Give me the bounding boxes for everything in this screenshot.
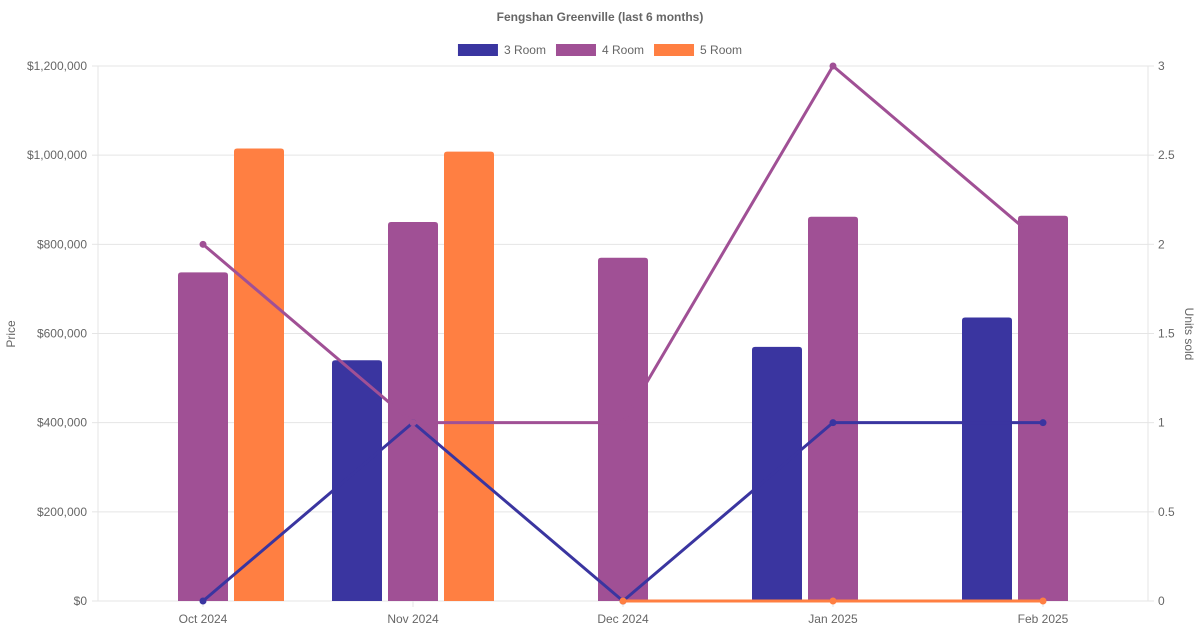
right-tick-label: 1.5 <box>1158 327 1175 341</box>
point-4-room <box>1039 240 1047 248</box>
left-axis: $0 $200,000 $400,000 $600,000 $800,000 $1,000… <box>27 59 87 608</box>
x-tick-label: Oct 2024 <box>179 612 228 626</box>
bar-3-room <box>752 346 802 601</box>
left-axis-title: Price <box>4 320 18 348</box>
bar-4-room <box>1018 215 1068 602</box>
legend: 3 Room 4 Room 5 Room <box>457 43 742 57</box>
point-4-room <box>619 419 627 427</box>
x-axis: Oct 2024 Nov 2024 Dec 2024 Jan 2025 Feb 2025 <box>179 601 1069 626</box>
left-tick-label: $1,200,000 <box>27 59 87 73</box>
point-4-room <box>199 240 207 248</box>
bar-3-room <box>962 317 1012 601</box>
point-3-room <box>199 597 207 605</box>
legend-item-5-room[interactable]: 5 Room <box>654 43 742 57</box>
x-tick-label: Jan 2025 <box>808 612 858 626</box>
legend-swatch <box>555 44 596 56</box>
right-tick-label: 2 <box>1158 237 1165 251</box>
point-3-room <box>1039 419 1047 427</box>
right-tick-label: 0.5 <box>1158 505 1175 519</box>
bar-3-room <box>332 360 382 601</box>
left-tick-label: $800,000 <box>37 237 87 251</box>
legend-label: 4 Room <box>602 43 644 57</box>
bar-5-room <box>444 151 494 601</box>
legend-item-4-room[interactable]: 4 Room <box>555 43 644 57</box>
point-5-room <box>829 597 837 605</box>
left-tick-label: $0 <box>74 594 88 608</box>
bar-4-room <box>808 216 858 602</box>
legend-swatch <box>457 44 498 56</box>
right-tick-label: 3 <box>1158 59 1165 73</box>
legend-label: 3 Room <box>504 43 546 57</box>
bar-5-room <box>234 148 284 601</box>
bar-series <box>178 148 1068 602</box>
right-tick-label: 2.5 <box>1158 148 1175 162</box>
point-5-room <box>1039 597 1047 605</box>
legend-label: 5 Room <box>700 43 742 57</box>
line-series <box>199 62 1047 605</box>
left-tick-label: $600,000 <box>37 327 87 341</box>
chart-title: Fengshan Greenville (last 6 months) <box>497 10 704 24</box>
point-5-room <box>619 597 627 605</box>
right-tick-label: 0 <box>1158 594 1165 608</box>
point-4-room <box>409 419 417 427</box>
legend-item-3-room[interactable]: 3 Room <box>457 43 546 57</box>
x-tick-label: Feb 2025 <box>1018 612 1069 626</box>
right-axis: 0 0.5 1 1.5 2 2.5 3 <box>1158 59 1175 608</box>
bar-4-room <box>598 257 648 601</box>
point-3-room <box>829 419 837 427</box>
left-tick-label: $400,000 <box>37 416 87 430</box>
right-axis-title: Units sold <box>1182 308 1196 361</box>
bar-4-room <box>388 222 438 601</box>
left-tick-label: $1,000,000 <box>27 148 87 162</box>
legend-swatch <box>654 44 695 56</box>
x-tick-label: Dec 2024 <box>597 612 649 626</box>
right-tick-label: 1 <box>1158 416 1165 430</box>
bar-4-room <box>178 272 228 601</box>
point-4-room <box>829 62 837 70</box>
left-tick-label: $200,000 <box>37 505 87 519</box>
x-tick-label: Nov 2024 <box>387 612 439 626</box>
